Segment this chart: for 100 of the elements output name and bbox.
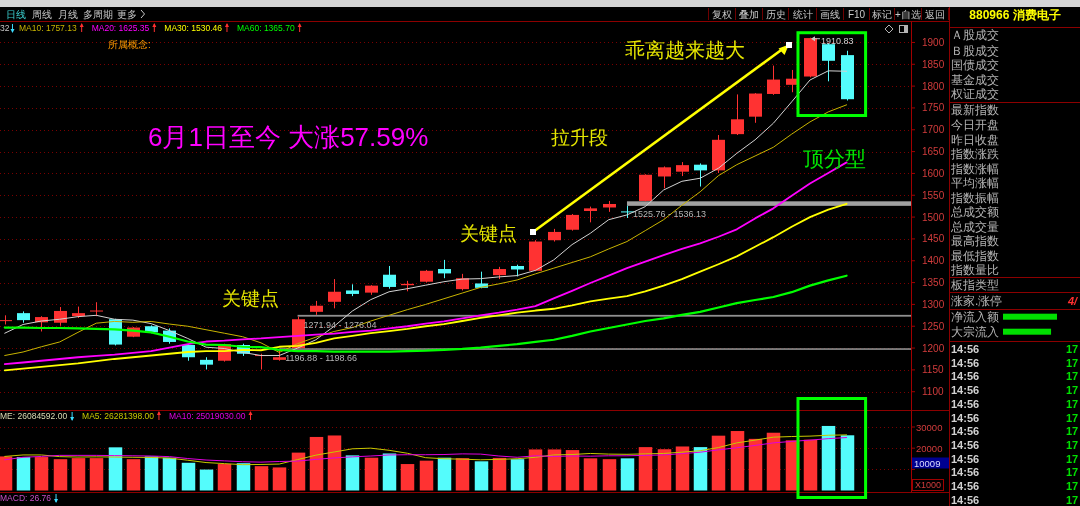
y-axis-title: X1000 bbox=[914, 480, 942, 490]
bar bbox=[693, 447, 708, 491]
text: Ａ股成交 bbox=[951, 28, 999, 42]
y-tick-label: 1450 bbox=[922, 233, 945, 245]
bar bbox=[602, 459, 617, 491]
text: 多周期 bbox=[83, 8, 113, 20]
bar bbox=[199, 469, 214, 491]
text: 指数量比 bbox=[950, 263, 999, 277]
text: 17 bbox=[1066, 356, 1079, 369]
y-tick-label: 1800 bbox=[922, 80, 945, 92]
annotation: 关键点 bbox=[222, 287, 279, 309]
bar bbox=[565, 450, 580, 491]
text: 14:56 bbox=[951, 493, 980, 506]
text: 14:56 bbox=[951, 397, 980, 410]
bar bbox=[748, 438, 763, 491]
text: 返回 bbox=[925, 8, 945, 20]
text: MA60: 1365.70 bbox=[236, 23, 295, 33]
text: 指数涨跌 bbox=[950, 147, 999, 161]
band-label: 1196.88 - 1198.66 bbox=[285, 352, 357, 363]
text: 17 bbox=[1066, 343, 1079, 355]
bar bbox=[492, 457, 507, 491]
text: 今日开盘 bbox=[951, 118, 999, 132]
text: 10009 bbox=[914, 457, 941, 469]
text: 权证成交 bbox=[950, 87, 999, 102]
text: 14:56 bbox=[951, 425, 980, 438]
y-tick-label: 1500 bbox=[922, 211, 945, 223]
text: 最高指数 bbox=[951, 234, 999, 248]
text: 17 bbox=[1066, 397, 1079, 410]
text: 国债成交 bbox=[951, 58, 999, 73]
text: 14:56 bbox=[951, 343, 980, 355]
bar bbox=[620, 458, 635, 491]
bar bbox=[71, 458, 86, 491]
text: Ｂ股成交 bbox=[951, 43, 999, 58]
annotation: 关键点 bbox=[460, 222, 517, 244]
bar bbox=[400, 464, 415, 491]
y-tick-label: 1600 bbox=[922, 167, 945, 179]
text: 画线 bbox=[820, 8, 840, 20]
text: MACD: 26.76 bbox=[0, 493, 52, 503]
y-tick-label: 1150 bbox=[922, 364, 944, 376]
y-tick-label: 1300 bbox=[922, 298, 945, 310]
annotation: 所属概念: bbox=[108, 38, 151, 50]
text: 平均涨幅 bbox=[951, 176, 999, 191]
bar bbox=[108, 447, 123, 491]
text: 历史 bbox=[765, 8, 786, 20]
text: 统计 bbox=[792, 8, 813, 20]
y-tick-label: 1650 bbox=[922, 146, 945, 158]
text: 14:56 bbox=[951, 384, 980, 397]
bar bbox=[528, 449, 543, 491]
bar bbox=[474, 461, 489, 491]
text: 4/ bbox=[1067, 294, 1080, 307]
y-tick-label: 1400 bbox=[922, 255, 945, 267]
y-tick-label: 1250 bbox=[922, 320, 945, 332]
bar bbox=[217, 464, 232, 491]
y-tick-label: 1850 bbox=[922, 58, 945, 70]
bar bbox=[803, 439, 818, 491]
candlestick bbox=[767, 65, 780, 96]
text: 17 bbox=[1066, 466, 1079, 479]
text: 涨家.涨停 bbox=[951, 293, 1003, 308]
text: MA20: 1625.35 bbox=[91, 23, 150, 33]
text: MA10: 25019030.00 bbox=[168, 411, 246, 421]
candlestick bbox=[328, 278, 341, 309]
text: 14:56 bbox=[951, 370, 980, 383]
text: 标记 bbox=[871, 8, 892, 20]
text: 14:56 bbox=[951, 480, 980, 492]
bar bbox=[419, 460, 434, 491]
y-tick-label: 大宗流入 bbox=[951, 324, 999, 339]
band-label: 1525.76 - 1536.13 bbox=[632, 208, 707, 219]
text: 总成交额 bbox=[950, 205, 999, 220]
text: 复权 bbox=[712, 8, 732, 20]
candlestick bbox=[54, 306, 67, 327]
bar bbox=[162, 457, 177, 491]
candlestick bbox=[822, 42, 835, 82]
bar bbox=[547, 449, 562, 491]
bar bbox=[89, 458, 104, 491]
annotation: 1910.83 bbox=[820, 35, 854, 46]
text: 指数涨幅 bbox=[950, 161, 999, 176]
text: 17 bbox=[1066, 493, 1079, 506]
text: 14:56 bbox=[951, 466, 980, 479]
candlestick bbox=[438, 259, 451, 279]
text: 周线 bbox=[32, 8, 52, 20]
y-tick-label: 1900 bbox=[922, 36, 945, 48]
bar bbox=[309, 436, 324, 491]
bar bbox=[345, 455, 360, 491]
text: 17 bbox=[1066, 411, 1079, 424]
bar bbox=[711, 435, 726, 491]
bar bbox=[638, 447, 653, 491]
bar bbox=[437, 457, 452, 491]
bar bbox=[53, 459, 68, 491]
text: 昨日收盘 bbox=[951, 132, 999, 147]
bar bbox=[0, 456, 13, 491]
bar bbox=[455, 458, 470, 491]
text: 17 bbox=[1066, 384, 1079, 397]
text: 14:56 bbox=[951, 452, 980, 465]
y-tick-label: 1550 bbox=[922, 189, 945, 201]
text: 14:56 bbox=[951, 411, 980, 424]
text: 月线 bbox=[58, 8, 78, 20]
bar bbox=[236, 463, 251, 491]
text: MA30: 1530.46 bbox=[164, 23, 223, 33]
bar bbox=[675, 446, 690, 491]
text: 日线 bbox=[6, 8, 26, 20]
